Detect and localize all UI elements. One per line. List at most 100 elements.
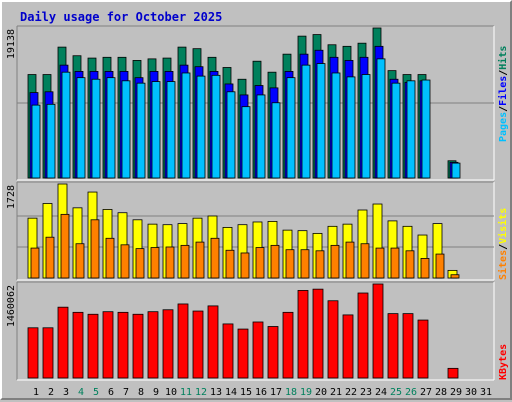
bar-kbytes-day-10 — [162, 309, 174, 379]
bar-pages-day-3 — [61, 71, 71, 179]
day-label-20: 20 — [315, 387, 327, 398]
bar-sites-day-17 — [270, 244, 280, 279]
bar-sites-day-15 — [240, 252, 250, 279]
bar-pages-day-8 — [136, 82, 146, 179]
bar-sites-day-19 — [300, 249, 310, 279]
bar-pages-day-19 — [301, 64, 311, 179]
bar-pages-day-11 — [181, 72, 191, 179]
bar-kbytes-day-11 — [177, 303, 189, 379]
day-label-18: 18 — [285, 387, 297, 398]
bar-sites-day-21 — [330, 244, 340, 279]
day-label-16: 16 — [255, 387, 267, 398]
bar-pages-day-24 — [376, 58, 386, 179]
bar-kbytes-day-21 — [327, 300, 339, 379]
bar-pages-day-7 — [121, 80, 131, 179]
bar-sites-day-23 — [360, 243, 370, 279]
bar-sites-day-9 — [150, 247, 160, 279]
day-label-28: 28 — [435, 387, 447, 398]
bar-pages-day-15 — [241, 106, 251, 179]
bar-pages-day-29 — [451, 162, 461, 179]
bar-kbytes-day-17 — [267, 326, 279, 379]
bar-pages-day-17 — [271, 102, 281, 179]
day-label-22: 22 — [345, 387, 357, 398]
side-label-pages-files-hits-part-5: Hits — [497, 46, 509, 70]
bar-sites-day-11 — [180, 244, 190, 279]
day-label-19: 19 — [300, 387, 312, 398]
side-label-kbytes: KBytes — [498, 344, 509, 380]
bar-pages-day-1 — [31, 104, 41, 179]
day-label-15: 15 — [240, 387, 252, 398]
bar-pages-day-2 — [46, 103, 56, 179]
bar-kbytes-day-4 — [72, 311, 84, 379]
side-label-kbytes-part-1: KBytes — [498, 344, 509, 380]
day-label-11: 11 — [180, 387, 192, 398]
bar-pages-day-5 — [91, 78, 101, 179]
bar-pages-day-20 — [316, 63, 326, 179]
day-label-23: 23 — [360, 387, 372, 398]
bar-sites-day-14 — [225, 249, 235, 279]
bar-pages-day-12 — [196, 75, 206, 179]
bar-sites-day-1 — [30, 247, 40, 279]
bar-pages-day-22 — [346, 76, 356, 179]
bar-sites-day-29 — [450, 274, 460, 279]
bar-sites-day-13 — [210, 237, 220, 279]
bar-kbytes-day-27 — [417, 319, 429, 379]
day-label-13: 13 — [210, 387, 222, 398]
bar-sites-day-18 — [285, 249, 295, 279]
bar-pages-day-16 — [256, 94, 266, 179]
ymax-label-hits-files-pages: 19138 — [6, 29, 17, 59]
bar-sites-day-4 — [75, 243, 85, 279]
bar-kbytes-day-20 — [312, 288, 324, 379]
bar-sites-day-24 — [375, 247, 385, 279]
side-label-pages-files-hits: Pages/Files/Hits — [497, 46, 509, 142]
bar-kbytes-day-22 — [342, 314, 354, 379]
day-label-31: 31 — [480, 387, 492, 398]
bar-sites-day-3 — [60, 213, 70, 279]
bar-kbytes-day-23 — [357, 292, 369, 379]
bar-sites-day-25 — [390, 247, 400, 279]
bar-kbytes-day-3 — [57, 306, 69, 379]
bar-kbytes-day-24 — [372, 283, 384, 379]
bar-kbytes-day-14 — [222, 323, 234, 379]
bar-kbytes-day-7 — [117, 311, 129, 379]
bar-kbytes-day-25 — [387, 313, 399, 379]
bar-sites-day-8 — [135, 248, 145, 279]
bar-pages-day-4 — [76, 77, 86, 179]
bar-kbytes-day-9 — [147, 311, 159, 379]
bar-kbytes-day-1 — [27, 327, 39, 379]
bar-pages-day-13 — [211, 74, 221, 179]
bar-sites-day-28 — [435, 253, 445, 279]
bar-sites-day-2 — [45, 236, 55, 279]
day-label-14: 14 — [225, 387, 237, 398]
bar-sites-day-27 — [420, 258, 430, 279]
side-label-sites-visits: Sites/Visits — [497, 208, 509, 280]
ymax-label-visits-sites: 1728 — [6, 185, 17, 209]
bar-kbytes-day-16 — [252, 321, 264, 379]
side-label-pages-files-hits-part-2: / — [498, 106, 509, 112]
bar-kbytes-day-12 — [192, 310, 204, 379]
bar-sites-day-20 — [315, 250, 325, 279]
bar-sites-day-6 — [105, 237, 115, 279]
bar-kbytes-day-29 — [447, 367, 459, 379]
day-label-9: 9 — [153, 387, 159, 398]
bar-sites-day-22 — [345, 241, 355, 279]
day-label-30: 30 — [465, 387, 477, 398]
bar-pages-day-23 — [361, 74, 371, 179]
bar-kbytes-day-13 — [207, 305, 219, 379]
day-label-27: 27 — [420, 387, 432, 398]
bar-kbytes-day-15 — [237, 328, 249, 379]
bar-pages-day-6 — [106, 77, 116, 179]
bar-pages-day-14 — [226, 91, 236, 179]
bar-sites-day-5 — [90, 219, 100, 279]
side-label-pages-files-hits-part-3: Files — [497, 76, 509, 106]
bar-sites-day-12 — [195, 241, 205, 279]
ymax-label-kbytes: 1460062 — [6, 285, 17, 327]
bar-sites-day-16 — [255, 247, 265, 279]
day-label-10: 10 — [165, 387, 177, 398]
bar-pages-day-27 — [421, 79, 431, 179]
chart-title: Daily usage for October 2025 — [20, 10, 223, 24]
bar-sites-day-7 — [120, 244, 130, 279]
side-label-pages-files-hits-part-4: / — [498, 70, 509, 76]
